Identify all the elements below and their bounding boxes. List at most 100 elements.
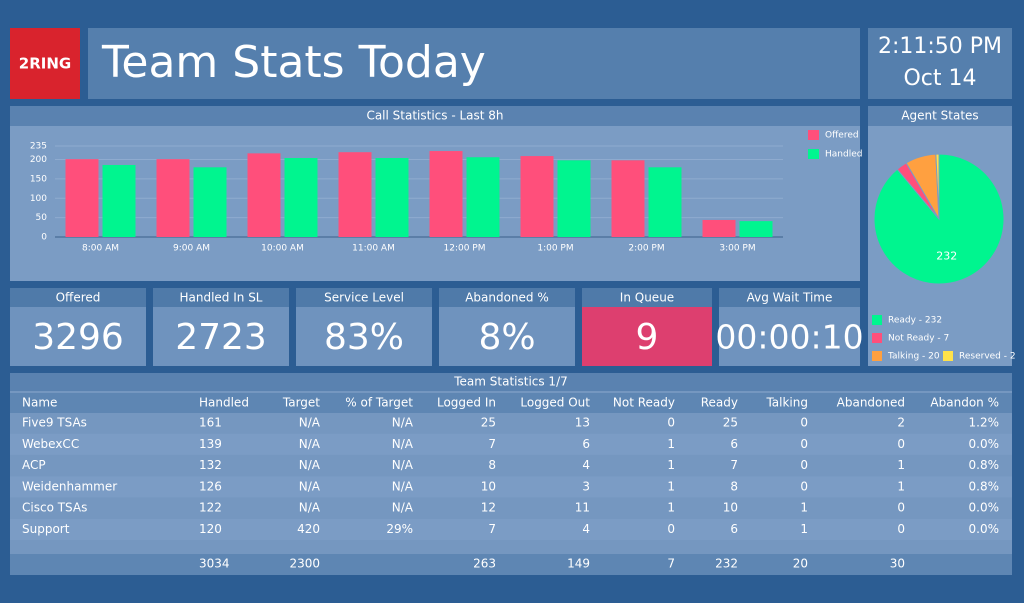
- table-cell: N/A: [299, 416, 321, 430]
- table-cell: N/A: [299, 501, 321, 515]
- logo: 2RING: [19, 55, 71, 73]
- kpi-value: 00:00:10: [715, 318, 863, 357]
- table-cell: Cisco TSAs: [22, 501, 87, 515]
- table-total: 3034: [199, 557, 230, 571]
- bar: [520, 156, 554, 237]
- bar: [648, 167, 682, 237]
- legend-label: Not Ready - 7: [888, 334, 949, 344]
- table-cell: 0.0%: [969, 501, 1000, 515]
- kpi-value: 9: [636, 317, 659, 358]
- table-cell: 122: [199, 501, 222, 515]
- table-cell: 420: [297, 522, 320, 536]
- kpi-label: Handled In SL: [179, 291, 262, 305]
- table-cell: N/A: [299, 437, 321, 451]
- table-cell: 0.8%: [969, 458, 1000, 472]
- table-total: 263: [473, 557, 496, 571]
- y-tick-label: 0: [41, 233, 47, 243]
- table-cell: ACP: [22, 458, 46, 472]
- bar: [611, 160, 645, 237]
- column-header: Ready: [701, 396, 738, 410]
- x-tick-label: 1:00 PM: [537, 244, 573, 254]
- legend-swatch: [808, 130, 819, 140]
- table-cell: 6: [730, 522, 738, 536]
- table-cell: 0.8%: [969, 479, 1000, 493]
- logo-box: [10, 28, 80, 99]
- table-cell: 6: [582, 437, 590, 451]
- table-cell: 1: [667, 458, 675, 472]
- table-cell: 132: [199, 458, 222, 472]
- table-cell: 0: [800, 479, 808, 493]
- column-header: Name: [22, 396, 57, 410]
- kpi-value: 83%: [324, 317, 404, 358]
- x-tick-label: 2:00 PM: [628, 244, 664, 254]
- x-tick-label: 10:00 AM: [261, 244, 304, 254]
- y-tick-label: 200: [30, 155, 47, 165]
- table-row-band: [10, 519, 1012, 540]
- chart-title: Call Statistics - Last 8h: [366, 109, 503, 123]
- table-total: 20: [793, 557, 808, 571]
- x-tick-label: 12:00 PM: [444, 244, 486, 254]
- table-cell: N/A: [392, 416, 414, 430]
- bar: [702, 219, 736, 237]
- table-cell: 3: [582, 479, 590, 493]
- kpi-label: In Queue: [620, 291, 674, 305]
- kpi-value: 2723: [175, 317, 267, 358]
- legend-swatch: [808, 149, 819, 159]
- table-cell: 4: [582, 458, 590, 472]
- column-header: Logged In: [437, 396, 496, 410]
- table-total: 30: [890, 557, 905, 571]
- kpi-label: Service Level: [324, 291, 404, 305]
- bar: [466, 157, 500, 237]
- table-cell: 1: [800, 501, 808, 515]
- kpi-label: Offered: [56, 291, 101, 305]
- table-cell: 139: [199, 437, 222, 451]
- legend-label: Talking - 20: [887, 352, 940, 362]
- legend-swatch: [872, 351, 882, 361]
- table-cell: 0: [897, 501, 905, 515]
- pie-label: 232: [936, 249, 957, 262]
- table-cell: 8: [730, 479, 738, 493]
- x-tick-label: 11:00 AM: [352, 244, 395, 254]
- legend-swatch: [872, 333, 882, 343]
- table-cell: 1: [667, 501, 675, 515]
- bar: [156, 159, 190, 237]
- bar: [338, 152, 372, 237]
- legend-label: Offered: [825, 131, 859, 141]
- table-row-band: [10, 476, 1012, 498]
- kpi-header: [439, 288, 575, 307]
- table-cell: N/A: [392, 437, 414, 451]
- y-tick-label: 235: [30, 142, 47, 152]
- table-cell: 0: [897, 522, 905, 536]
- clock-time: 2:11:50 PM: [878, 34, 1002, 59]
- table-cell: 25: [481, 416, 496, 430]
- clock-panel: [868, 28, 1012, 99]
- y-tick-label: 100: [30, 194, 47, 204]
- table-total: 149: [567, 557, 590, 571]
- table-cell: 29%: [386, 522, 413, 536]
- x-tick-label: 9:00 AM: [173, 244, 210, 254]
- table-cell: 12: [481, 501, 496, 515]
- bar: [65, 159, 99, 237]
- table-cell: Support: [22, 522, 70, 536]
- table-cell: 1: [897, 458, 905, 472]
- legend-label: Reserved - 2: [959, 352, 1016, 362]
- column-header: Target: [282, 396, 320, 410]
- column-header: Abandon %: [930, 396, 999, 410]
- table-cell: 10: [723, 501, 738, 515]
- page-title: Team Stats Today: [101, 37, 486, 88]
- table-cell: 0: [800, 416, 808, 430]
- kpi-header: [582, 288, 712, 307]
- column-header: Handled: [199, 396, 249, 410]
- chart-header: [10, 106, 860, 126]
- clock-date: Oct 14: [903, 66, 976, 91]
- kpi-label: Abandoned %: [465, 291, 549, 305]
- bar: [247, 153, 281, 237]
- legend-swatch: [943, 351, 953, 361]
- bar: [429, 151, 463, 237]
- table-title-strip: [10, 373, 1012, 391]
- table-cell: 0: [667, 416, 675, 430]
- kpi-value: 3296: [32, 317, 124, 358]
- column-header: Logged Out: [520, 396, 590, 410]
- pie-slice: [935, 153, 940, 220]
